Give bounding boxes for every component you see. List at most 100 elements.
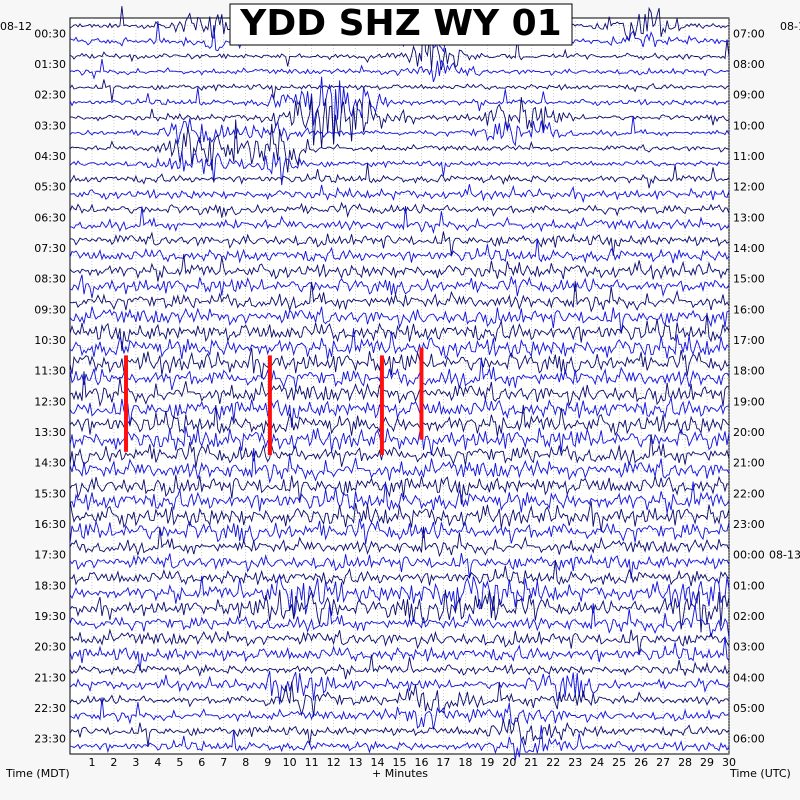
seismogram-trace bbox=[69, 328, 730, 360]
left-time-label: 06:30 bbox=[34, 211, 66, 224]
x-tick-label: 5 bbox=[176, 756, 183, 769]
x-tick-label: 22 bbox=[546, 756, 560, 769]
seismogram-trace bbox=[69, 357, 730, 391]
left-time-label: 21:30 bbox=[34, 671, 66, 684]
x-axis-label: + Minutes bbox=[372, 767, 428, 780]
right-time-label: 18:00 bbox=[733, 365, 765, 378]
seismogram-trace bbox=[69, 119, 730, 173]
right-time-label: 06:00 bbox=[733, 733, 765, 746]
seismogram-trace bbox=[69, 7, 730, 70]
seismogram-trace bbox=[69, 573, 730, 620]
left-time-label: 10:30 bbox=[34, 334, 66, 347]
x-tick-label: 3 bbox=[132, 756, 139, 769]
x-tick-label: 29 bbox=[700, 756, 714, 769]
right-time-label: 21:00 bbox=[733, 457, 765, 470]
x-tick-label: 16 bbox=[414, 756, 428, 769]
right-time-label: 01:00 bbox=[733, 579, 765, 592]
right-time-label: 00:00 bbox=[733, 549, 765, 562]
x-tick-label: 15 bbox=[393, 756, 407, 769]
x-tick-label: 6 bbox=[198, 756, 205, 769]
right-time-label: 15:00 bbox=[733, 273, 765, 286]
x-tick-label: 19 bbox=[480, 756, 494, 769]
seismogram-trace bbox=[69, 670, 730, 705]
seismogram-trace bbox=[69, 231, 730, 256]
x-tick-label: 10 bbox=[283, 756, 297, 769]
right-time-label: 17:00 bbox=[733, 334, 765, 347]
x-tick-label: 1 bbox=[88, 756, 95, 769]
seismogram-trace bbox=[69, 526, 730, 558]
left-time-label: 19:30 bbox=[34, 610, 66, 623]
seismogram-trace bbox=[69, 150, 730, 186]
seismogram-trace bbox=[69, 636, 730, 671]
seismogram-trace bbox=[69, 206, 730, 235]
seismogram-trace bbox=[69, 434, 730, 468]
left-time-label: 18:30 bbox=[34, 579, 66, 592]
seismogram-trace bbox=[69, 274, 730, 299]
seismogram-trace bbox=[69, 76, 730, 145]
x-tick-label: 17 bbox=[436, 756, 450, 769]
right-time-label: 03:00 bbox=[733, 641, 765, 654]
seismogram-trace bbox=[69, 404, 730, 437]
seismogram-trace bbox=[69, 238, 730, 264]
plot-area bbox=[69, 17, 730, 755]
clip-layer bbox=[124, 347, 424, 455]
right-time-label: 14:00 bbox=[733, 242, 765, 255]
x-tick-label: 9 bbox=[264, 756, 271, 769]
left-time-label: 09:30 bbox=[34, 303, 66, 316]
x-tick-label: 23 bbox=[568, 756, 582, 769]
left-time-label: 05:30 bbox=[34, 181, 66, 194]
left-time-label: 23:30 bbox=[34, 733, 66, 746]
seismogram-trace bbox=[69, 254, 730, 282]
left-time-label: 17:30 bbox=[34, 549, 66, 562]
label-layer: 1 2 3 4 5 6 7 8 9 10 11 12 13 14 15 16 17 18 19 20 21 22 23 24 2… bbox=[34, 27, 800, 769]
seismogram-trace bbox=[69, 628, 730, 656]
x-tick-label: 2 bbox=[110, 756, 117, 769]
right-axis-label: Time (UTC) bbox=[729, 767, 791, 780]
seismogram-trace bbox=[69, 553, 730, 579]
seismogram-trace bbox=[69, 725, 730, 761]
right-time-label: 22:00 bbox=[733, 487, 765, 500]
left-date: 08-12 bbox=[0, 20, 32, 33]
left-time-label: 04:30 bbox=[34, 150, 66, 163]
x-tick-label: 28 bbox=[678, 756, 692, 769]
x-tick-label: 24 bbox=[590, 756, 604, 769]
x-tick-label: 13 bbox=[349, 756, 363, 769]
chart-title: YDD SHZ WY 01 bbox=[239, 3, 561, 44]
right-time-label: 19:00 bbox=[733, 395, 765, 408]
x-tick-label: 12 bbox=[327, 756, 341, 769]
seismogram-trace bbox=[69, 424, 730, 456]
x-tick-label: 4 bbox=[154, 756, 161, 769]
right-time-label: 16:00 bbox=[733, 303, 765, 316]
seismogram-trace bbox=[69, 499, 730, 532]
seismogram-trace bbox=[69, 201, 730, 218]
right-time-label: 02:00 bbox=[733, 610, 765, 623]
seismogram-trace bbox=[69, 184, 730, 204]
seismogram-trace bbox=[69, 312, 730, 352]
seismogram-trace bbox=[69, 681, 730, 717]
seismogram-trace bbox=[69, 717, 730, 747]
left-time-label: 02:30 bbox=[34, 89, 66, 102]
x-tick-label: 18 bbox=[458, 756, 472, 769]
right-time-label: 07:00 bbox=[733, 27, 765, 40]
left-time-label: 11:30 bbox=[34, 365, 66, 378]
left-time-label: 14:30 bbox=[34, 457, 66, 470]
seismogram-trace bbox=[69, 481, 730, 513]
x-tick-label: 27 bbox=[656, 756, 670, 769]
left-time-label: 12:30 bbox=[34, 395, 66, 408]
right-time-label: 13:00 bbox=[733, 211, 765, 224]
seismogram-trace bbox=[69, 603, 730, 639]
seismogram-trace bbox=[69, 559, 730, 587]
seismogram-trace bbox=[69, 280, 730, 313]
left-time-label: 07:30 bbox=[34, 242, 66, 255]
x-tick-label: 7 bbox=[220, 756, 227, 769]
left-time-label: 08:30 bbox=[34, 273, 66, 286]
seismogram-trace bbox=[69, 306, 730, 334]
right-date: 08-12 bbox=[780, 20, 800, 33]
seismogram-trace bbox=[69, 447, 730, 484]
right-time-label: 04:00 bbox=[733, 671, 765, 684]
right-time-label: 12:00 bbox=[733, 181, 765, 194]
seismogram-trace bbox=[69, 371, 730, 408]
seismogram-trace bbox=[69, 115, 730, 147]
right-time-label: 20:00 bbox=[733, 426, 765, 439]
right-time-label: 09:00 bbox=[733, 89, 765, 102]
